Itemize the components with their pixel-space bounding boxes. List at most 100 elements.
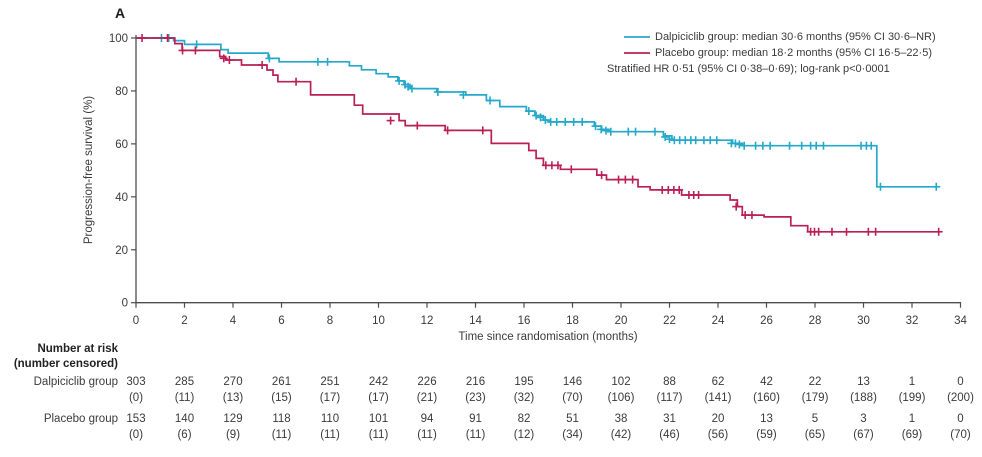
- censored-count: (32): [513, 391, 535, 404]
- y-tick-label: 80: [115, 86, 128, 98]
- at-risk-count: 195: [514, 376, 534, 388]
- censored-count: (11): [320, 428, 340, 441]
- censored-count: (13): [222, 391, 244, 404]
- risk-cell: 242 (17): [355, 375, 403, 406]
- at-risk-count: 216: [465, 376, 486, 388]
- y-tick-label: 40: [115, 192, 128, 204]
- censored-count: (9): [225, 428, 241, 441]
- risk-cell: 251 (17): [306, 375, 354, 406]
- at-risk-count: 38: [614, 413, 628, 425]
- y-tick-label: 100: [109, 33, 128, 45]
- risk-table-header: Number at risk (number censored): [0, 342, 118, 372]
- at-risk-count: 110: [320, 413, 340, 425]
- risk-cell: 0 (200): [937, 375, 982, 406]
- at-risk-count: 91: [469, 413, 482, 425]
- censored-count: (23): [465, 391, 486, 404]
- placebo-curve: [136, 37, 940, 233]
- risk-cell: 153 (0): [112, 412, 160, 443]
- risk-cell: 195 (32): [500, 375, 548, 406]
- x-tick-label: 18: [566, 315, 579, 327]
- x-tick-label: 2: [181, 315, 187, 327]
- censored-count: (141): [704, 391, 732, 404]
- risk-cell: 146 (70): [549, 375, 597, 406]
- at-risk-count: 82: [517, 413, 531, 425]
- censored-count: (17): [319, 391, 341, 404]
- censored-count: (0): [128, 391, 144, 404]
- x-tick-label: 24: [712, 315, 725, 327]
- at-risk-count: 42: [760, 376, 773, 388]
- at-risk-count: 88: [663, 376, 676, 388]
- at-risk-count: 94: [420, 413, 434, 425]
- risk-cell: 216 (23): [452, 375, 500, 406]
- censored-count: (21): [416, 391, 438, 404]
- x-tick-label: 16: [518, 315, 531, 327]
- x-tick-label: 20: [615, 315, 628, 327]
- censored-count: (117): [656, 391, 683, 404]
- censored-count: (11): [174, 391, 195, 404]
- at-risk-count: 0: [957, 413, 964, 425]
- x-tick-label: 34: [954, 315, 967, 327]
- censored-count: (67): [853, 428, 874, 441]
- x-tick-label: 22: [663, 315, 676, 327]
- censored-count: (11): [271, 428, 292, 441]
- censored-count: (42): [610, 428, 632, 441]
- x-tick-label: 8: [327, 315, 333, 327]
- censored-count: (59): [756, 428, 777, 441]
- risk-cell: 140 (6): [161, 412, 209, 443]
- x-tick-label: 4: [230, 315, 237, 327]
- at-risk-count: 101: [368, 413, 389, 425]
- risk-cell: 13 (188): [840, 375, 888, 406]
- at-risk-count: 242: [368, 376, 389, 388]
- censored-count: (199): [898, 391, 926, 404]
- censored-count: (11): [465, 428, 486, 441]
- risk-cell: 129 (9): [209, 412, 257, 443]
- at-risk-count: 5: [811, 413, 819, 425]
- risk-cell: 1 (199): [888, 375, 936, 406]
- dalpiciclib-curve: [136, 37, 937, 188]
- legend-entry-placebo: Placebo group: median 18·2 months (95% C…: [624, 45, 979, 61]
- dalpiciclib-line-swatch: [624, 36, 650, 38]
- at-risk-count: 129: [223, 413, 243, 425]
- risk-cell: 38 (42): [597, 412, 645, 443]
- x-axis-title: Time since randomisation (months): [458, 331, 638, 343]
- at-risk-count: 251: [320, 376, 340, 388]
- risk-cell: 118 (11): [258, 412, 306, 443]
- censored-count: (15): [271, 391, 292, 404]
- x-tick-label: 32: [906, 315, 919, 327]
- censored-count: (69): [901, 428, 923, 441]
- at-risk-count: 153: [126, 413, 146, 425]
- censored-count: (70): [950, 428, 971, 441]
- legend: Dalpiciclib group: median 30·6 months (9…: [607, 29, 979, 77]
- risk-cell: 94 (11): [403, 412, 451, 443]
- risk-cell: 261 (15): [258, 375, 306, 406]
- at-risk-count: 0: [957, 376, 964, 388]
- placebo-censor-marks: [138, 34, 943, 236]
- risk-table-header-line1: Number at risk: [37, 343, 118, 355]
- legend-entry-dalpiciclib: Dalpiciclib group: median 30·6 months (9…: [624, 29, 979, 45]
- risk-table-header-line2: (number censored): [13, 358, 118, 370]
- risk-cell: 101 (11): [355, 412, 403, 443]
- censored-count: (70): [562, 391, 583, 404]
- risk-cell: 285 (11): [161, 375, 209, 406]
- risk-cell: 20 (56): [694, 412, 742, 443]
- censored-count: (11): [368, 428, 389, 441]
- risk-cell: 270 (13): [209, 375, 257, 406]
- censored-count: (0): [128, 428, 144, 441]
- risk-cell: 42 (160): [743, 375, 791, 406]
- risk-cell: 3 (67): [840, 412, 888, 443]
- risk-cell: 303 (0): [112, 375, 160, 406]
- at-risk-count: 270: [223, 376, 243, 388]
- risk-cell: 1 (69): [888, 412, 936, 443]
- censored-count: (6): [177, 428, 192, 441]
- y-tick-label: 20: [115, 245, 128, 257]
- risk-cell: 5 (65): [791, 412, 839, 443]
- at-risk-count: 31: [663, 413, 676, 425]
- at-risk-count: 146: [562, 376, 583, 388]
- at-risk-count: 62: [711, 376, 725, 388]
- at-risk-count: 226: [417, 376, 437, 388]
- risk-cell: 110 (11): [306, 412, 354, 443]
- x-tick-label: 28: [809, 315, 822, 327]
- dalpiciclib-censor-marks: [157, 34, 941, 191]
- legend-label-dalpiciclib: Dalpiciclib group: median 30·6 months (9…: [655, 31, 936, 43]
